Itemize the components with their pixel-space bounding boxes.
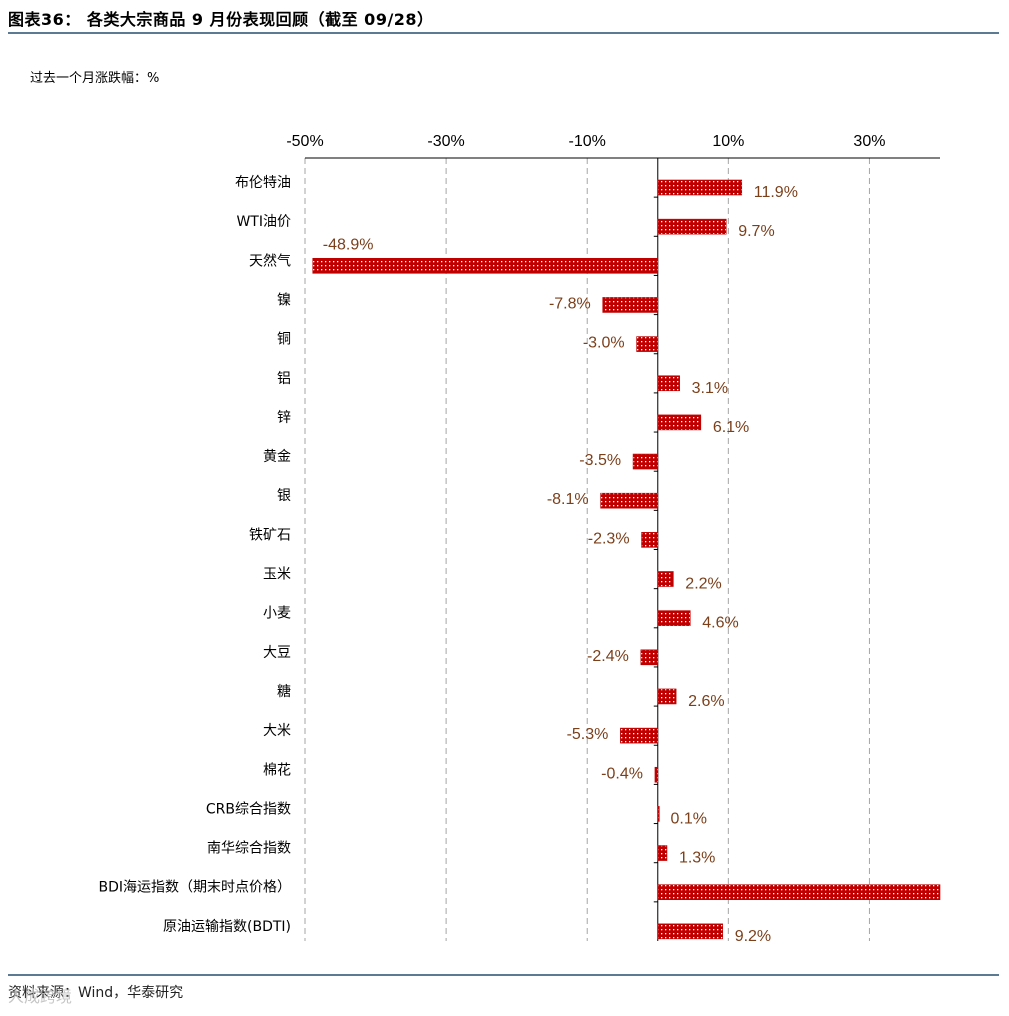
category-label: 布伦特油 [235, 175, 291, 191]
bar [602, 297, 659, 313]
x-tick-label: -50% [286, 133, 323, 150]
data-label: -3.0% [583, 335, 625, 352]
category-label: WTI油价 [236, 214, 291, 230]
bar [657, 806, 660, 822]
category-label: 锌 [277, 410, 291, 426]
data-label: 11.9% [754, 184, 798, 201]
category-label: 铁矿石 [249, 527, 291, 543]
bottom-rule [8, 974, 999, 976]
data-label: 4.6% [702, 615, 738, 632]
category-label: 小麦 [263, 606, 291, 622]
top-rule [8, 32, 999, 34]
data-label: 2.6% [688, 693, 724, 710]
data-label: -48.9% [323, 236, 374, 253]
x-tick-label: -10% [569, 133, 606, 150]
bar [657, 179, 743, 196]
category-label: 玉米 [263, 567, 291, 583]
bar [657, 688, 677, 705]
figure-title: 图表36： 各类大宗商品 9 月份表现回顾（截至 09/28） [8, 10, 434, 29]
bar [640, 649, 659, 666]
bar [657, 923, 723, 940]
category-label: 黄金 [263, 448, 291, 465]
data-label: -5.3% [567, 726, 609, 743]
bar [657, 610, 691, 626]
bar [312, 257, 659, 274]
bar [657, 884, 941, 901]
category-label: 镍 [277, 292, 291, 308]
bar [657, 414, 702, 431]
data-label: -2.3% [588, 530, 630, 547]
x-tick-label: 30% [853, 133, 885, 150]
gridlines [304, 158, 870, 941]
axes [305, 157, 940, 941]
data-label: -2.4% [587, 648, 629, 665]
bar [654, 766, 659, 783]
bar [657, 218, 727, 235]
bar [657, 571, 674, 587]
data-label: 1.3% [679, 850, 715, 867]
bar [657, 375, 680, 392]
data-label: -0.4% [601, 765, 643, 782]
x-axis-ticks: -50% -30% -10% 10% 30% [286, 133, 885, 150]
bar [636, 336, 659, 352]
category-label: 铜 [277, 332, 291, 348]
category-label: 天然气 [249, 252, 291, 269]
x-tick-label: -30% [427, 133, 464, 150]
chart-subtitle: 过去一个月涨跌幅：% [30, 71, 160, 86]
category-label: 糖 [277, 684, 291, 700]
category-label: CRB综合指数 [206, 801, 291, 817]
data-label: 6.1% [713, 419, 749, 436]
category-label: 银 [277, 488, 291, 504]
category-label: 棉花 [263, 761, 291, 778]
bar [600, 492, 659, 509]
data-label: -3.5% [579, 452, 621, 469]
bar [632, 453, 659, 470]
data-label: 3.1% [692, 380, 728, 397]
data-label: -7.8% [549, 295, 591, 312]
bars [312, 179, 941, 940]
category-label: 原油运输指数(BDTI) [163, 919, 291, 935]
bar [620, 727, 659, 744]
data-label: 9.7% [738, 223, 774, 240]
data-labels: 11.9% 9.7% -48.9% -7.8% -3.0% 3.1% 6.1% -3.5% -8… [323, 184, 798, 945]
bar [641, 532, 659, 548]
watermark-logo: 人成跨境 [8, 987, 73, 1006]
data-label: 2.2% [685, 576, 721, 593]
data-label: 0.1% [670, 810, 706, 827]
category-label: 大豆 [263, 645, 291, 661]
category-label: 大米 [263, 723, 291, 739]
x-tick-label: 10% [712, 133, 744, 150]
category-label: 铝 [277, 371, 291, 387]
category-label: 南华综合指数 [207, 841, 291, 857]
data-label: -8.1% [547, 491, 589, 508]
bar [657, 845, 668, 861]
category-label: BDI海运指数（期末时点价格） [98, 880, 291, 896]
data-label: 9.2% [735, 928, 771, 945]
source-note: 资料来源：Wind，华泰研究 [8, 985, 184, 1001]
